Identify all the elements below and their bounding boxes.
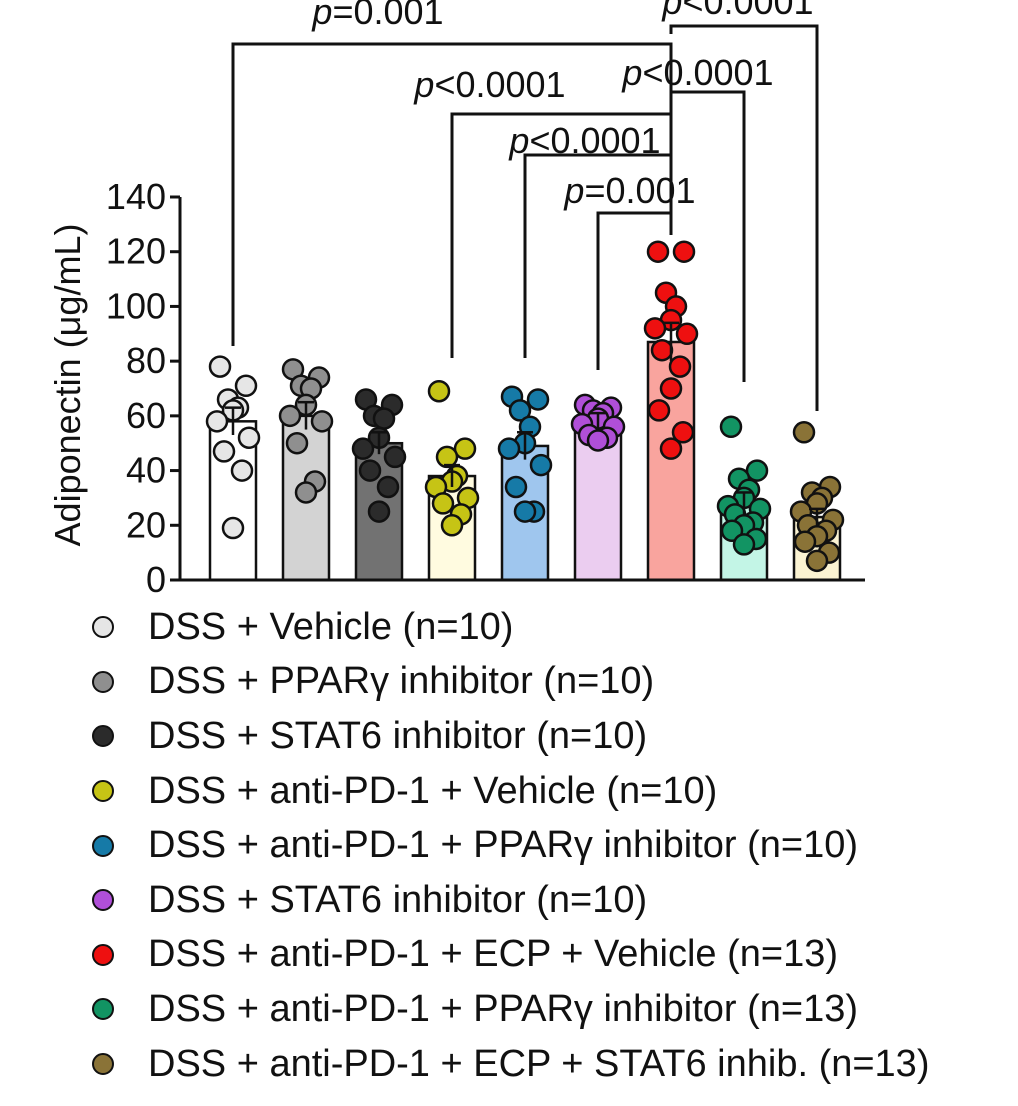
legend-marker [92, 1053, 114, 1076]
data-point [234, 374, 258, 398]
data-point [497, 437, 521, 460]
data-point [372, 407, 396, 430]
legend-marker [92, 943, 114, 966]
data-point [659, 437, 683, 460]
legend-label: DSS + anti-PD-1 + ECP + STAT6 inhib. (n=… [148, 1042, 930, 1085]
legend-item: DSS + Vehicle (n=10) [92, 600, 1018, 655]
data-point [221, 516, 245, 540]
data-point [745, 459, 769, 482]
data-point [659, 377, 683, 400]
legend-marker [92, 998, 114, 1021]
data-point [671, 421, 695, 444]
y-tick-label: 0 [146, 559, 166, 600]
data-point [792, 421, 816, 444]
data-point [513, 500, 537, 523]
data-point [675, 322, 699, 346]
p-value-label: p<0.0001 [413, 64, 565, 105]
legend-item: DSS + anti-PD-1 + ECP + Vehicle (n=13) [92, 928, 1018, 983]
legend: DSS + Vehicle (n=10) DSS + PPARγ inhibito… [92, 600, 1018, 1091]
y-tick-label: 40 [126, 450, 166, 491]
data-point [212, 440, 236, 463]
data-point [205, 410, 229, 433]
data-point [453, 437, 477, 460]
significance-bracket [596, 211, 673, 370]
data-point [526, 388, 550, 411]
data-point [508, 399, 532, 422]
legend-marker [92, 670, 114, 693]
significance-bracket [669, 90, 746, 382]
legend-item: DSS + anti-PD-1 + ECP + STAT6 inhib. (n=… [92, 1037, 1018, 1092]
significance-bracket [523, 153, 673, 358]
p-value-label: p<0.0001 [661, 0, 813, 22]
legend-item: DSS + anti-PD-1 + Vehicle (n=10) [92, 764, 1018, 819]
legend-label: DSS + anti-PD-1 + Vehicle (n=10) [148, 769, 718, 812]
data-point [278, 404, 302, 428]
y-tick-label: 120 [106, 231, 166, 272]
legend-marker [92, 834, 114, 857]
data-point [719, 415, 743, 439]
data-point [650, 338, 674, 362]
legend-label: DSS + anti-PD-1 + ECP + Vehicle (n=13) [148, 933, 838, 976]
legend-marker [92, 616, 114, 639]
legend-label: DSS + anti-PD-1 + PPARγ inhibitor (n=10) [148, 824, 858, 867]
y-tick-label: 100 [106, 285, 166, 326]
data-point [351, 437, 375, 460]
data-point [367, 500, 391, 523]
y-axis-label: Adiponectin (μg/mL) [47, 224, 88, 547]
data-point [672, 240, 696, 263]
p-value-label: p=0.001 [311, 0, 443, 32]
data-point [440, 514, 464, 537]
y-tick-label: 140 [106, 176, 166, 217]
legend-label: DSS + STAT6 inhibitor (n=10) [148, 878, 648, 921]
p-value-label: p<0.0001 [508, 120, 660, 161]
data-point [237, 426, 261, 449]
data-point [435, 445, 459, 469]
data-point [431, 492, 455, 515]
error-bars-layer [225, 321, 825, 526]
legend-marker [92, 780, 114, 803]
legend-label: DSS + STAT6 inhibitor (n=10) [148, 714, 648, 757]
data-point [668, 355, 692, 378]
legend-label: DSS + Vehicle (n=10) [148, 605, 514, 648]
data-point [504, 475, 528, 499]
p-value-label: p=0.001 [563, 170, 695, 211]
data-point [643, 317, 667, 340]
data-point [230, 459, 254, 482]
legend-item: DSS + anti-PD-1 + PPARγ inhibitor (n=10) [92, 818, 1018, 873]
data-point [294, 481, 318, 504]
y-axis: 0 20 40 60 80 100 120 140 [106, 176, 865, 600]
data-point [586, 429, 610, 452]
data-point [383, 445, 407, 469]
legend-item: DSS + PPARγ inhibitor (n=10) [92, 655, 1018, 710]
legend-item: DSS + STAT6 inhibitor (n=10) [92, 873, 1018, 928]
data-point [310, 410, 334, 433]
data-point [732, 533, 756, 556]
data-point [285, 431, 309, 455]
legend-item: DSS + STAT6 inhibitor (n=10) [92, 709, 1018, 764]
legend-label: DSS + anti-PD-1 + PPARγ inhibitor (n=13) [148, 987, 858, 1030]
data-point [208, 355, 232, 378]
legend-label: DSS + PPARγ inhibitor (n=10) [148, 660, 655, 703]
y-tick-label: 20 [126, 504, 166, 545]
legend-item: DSS + anti-PD-1 + PPARγ inhibitor (n=13) [92, 982, 1018, 1037]
p-value-label: p<0.0001 [621, 52, 773, 93]
legend-marker [92, 889, 114, 912]
data-point [647, 399, 671, 422]
data-point [793, 530, 817, 553]
data-point [358, 459, 382, 482]
legend-marker [92, 725, 114, 748]
y-tick-label: 80 [126, 340, 166, 381]
significance-bracket [669, 24, 819, 411]
data-point [529, 453, 553, 477]
y-tick-label: 60 [126, 395, 166, 436]
data-point [427, 379, 451, 403]
data-point [805, 549, 829, 573]
data-point [646, 240, 670, 263]
data-point [376, 475, 400, 499]
significance-brackets: p=0.001 p<0.0001 p<0.0001 p<0.0001 p<0.0001 p… [231, 0, 819, 411]
